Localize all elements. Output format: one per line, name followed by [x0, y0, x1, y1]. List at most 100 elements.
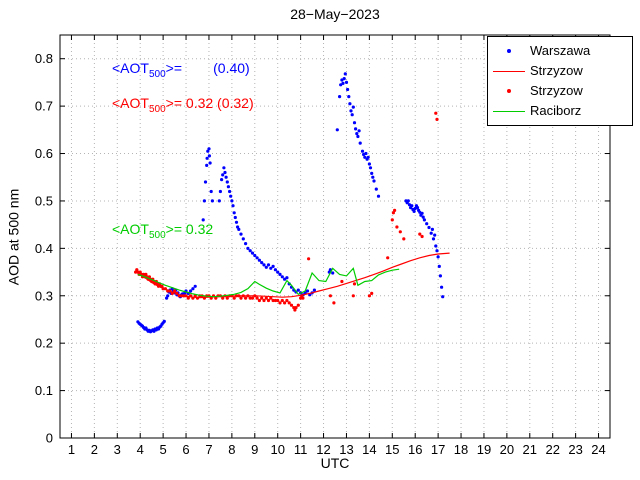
data-point [370, 291, 374, 295]
data-point [433, 233, 437, 237]
data-point [331, 271, 335, 275]
y-tick-label: 0.5 [35, 193, 53, 208]
data-point [283, 301, 287, 305]
data-point [343, 72, 347, 76]
data-point [440, 285, 444, 289]
data-series [134, 72, 450, 334]
data-point [395, 225, 399, 229]
data-point [363, 155, 367, 159]
x-tick-label: 9 [251, 442, 258, 457]
data-point [436, 255, 440, 259]
data-point [357, 129, 361, 133]
data-point [412, 209, 416, 213]
legend-item-raciborz: Raciborz [488, 101, 632, 121]
data-point [147, 275, 151, 279]
data-point [191, 287, 195, 291]
data-point [366, 155, 370, 159]
x-tick-label: 4 [137, 442, 144, 457]
data-point [225, 180, 229, 184]
data-point [217, 199, 221, 203]
data-point [155, 282, 159, 286]
data-point [189, 294, 193, 298]
series-raciborz-line [137, 267, 400, 298]
x-tick-label: 3 [114, 442, 121, 457]
data-point [179, 294, 184, 298]
annotation-strzyzow-mean: <AOT500>= 0.32 (0.32) [112, 95, 254, 115]
data-point [346, 87, 350, 92]
data-point [434, 244, 438, 248]
data-point [234, 220, 239, 224]
y-tick-label: 0.8 [35, 51, 53, 66]
data-point [351, 105, 355, 109]
data-point [390, 218, 394, 222]
data-point [271, 298, 275, 303]
data-point [135, 268, 139, 272]
data-point [273, 298, 277, 303]
data-point [340, 78, 344, 82]
data-point [376, 194, 381, 198]
data-point [420, 211, 424, 215]
data-point [202, 296, 206, 300]
data-point [253, 294, 257, 298]
data-point [182, 294, 186, 298]
data-point [208, 161, 212, 165]
data-point [355, 132, 359, 136]
data-point [253, 253, 257, 258]
data-point [266, 298, 271, 303]
data-point [214, 296, 218, 300]
data-point [257, 298, 261, 303]
data-point [435, 249, 439, 253]
data-point [342, 77, 346, 81]
data-point [356, 134, 360, 139]
data-point [280, 275, 284, 279]
x-tick-label: 22 [545, 442, 559, 457]
data-point [207, 154, 211, 158]
data-point [210, 199, 214, 203]
data-point [186, 296, 190, 300]
data-point [260, 261, 264, 265]
data-point [374, 187, 378, 191]
data-point [232, 211, 236, 215]
annotation-value: (0.40) [182, 60, 250, 76]
x-tick-label: 16 [408, 442, 422, 457]
data-point [435, 117, 439, 121]
data-point [289, 303, 294, 307]
data-point [195, 296, 200, 300]
data-point [372, 179, 376, 183]
data-point [257, 258, 261, 262]
data-point [332, 301, 336, 305]
data-point [264, 265, 268, 269]
data-point [221, 296, 225, 300]
data-point [441, 295, 445, 299]
data-point [367, 162, 371, 166]
data-point [425, 222, 429, 226]
data-point [269, 266, 273, 270]
data-point [271, 264, 275, 268]
data-point [239, 296, 243, 300]
legend-label: Raciborz [530, 103, 582, 118]
data-point [189, 289, 193, 293]
x-tick-label: 17 [431, 442, 445, 457]
data-point [370, 171, 374, 175]
x-tick-label: 23 [568, 442, 582, 457]
series-warszawa-scatter [136, 72, 445, 334]
data-point [221, 173, 225, 177]
data-point [430, 227, 434, 231]
data-point [348, 102, 352, 106]
y-tick-label: 0.4 [35, 241, 53, 256]
data-point [292, 306, 296, 310]
data-point [393, 208, 397, 212]
data-point [278, 272, 282, 276]
data-point [156, 284, 161, 288]
x-tick-label: 6 [182, 442, 189, 457]
legend-line-marker [488, 110, 530, 112]
data-point [280, 298, 284, 303]
data-point [250, 296, 255, 300]
data-point [294, 306, 298, 310]
data-point [237, 294, 241, 298]
data-point [134, 270, 138, 274]
data-point [236, 225, 240, 229]
data-point [283, 277, 287, 281]
legend-label: Strzyzow [530, 63, 583, 78]
